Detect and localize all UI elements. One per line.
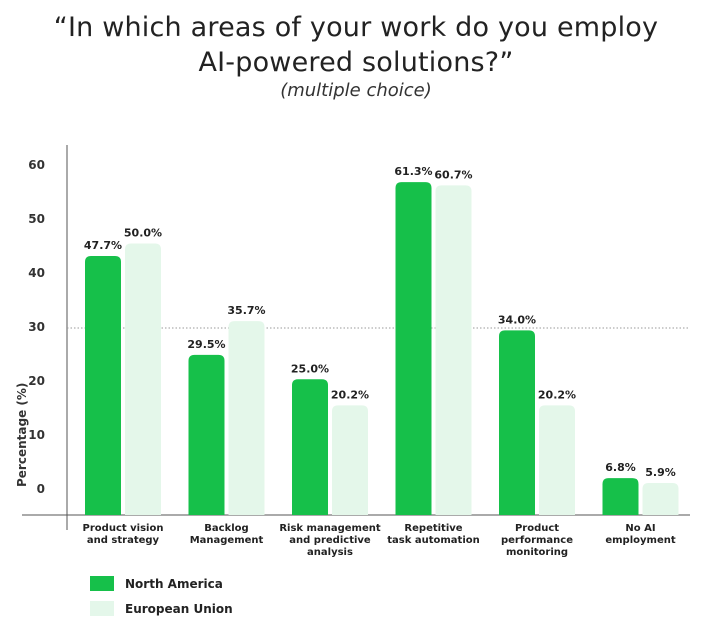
data-label: 35.7% [227,304,265,317]
data-label: 5.9% [645,466,676,479]
data-label: 29.5% [187,338,225,351]
x-category-label: employment [605,535,675,546]
bar-north-america [499,330,535,515]
bar-north-america [602,478,639,515]
bar-european-union [642,482,679,515]
bar-european-union [539,405,575,515]
x-category-label: Product [515,523,559,534]
legend-label: European Union [125,602,233,616]
x-category-label: analysis [307,547,353,558]
bar-european-union [332,405,368,515]
bar-north-america [292,379,328,515]
chart-title-line-1: “In which areas of your work do you empl… [53,12,659,43]
chart-subtitle: (multiple choice) [280,80,432,101]
data-label: 20.2% [538,388,576,401]
data-label: 25.0% [291,362,329,375]
y-tick-label: 50 [28,212,45,226]
data-label: 6.8% [605,461,636,474]
legend-swatch [90,601,114,616]
legend-label: North America [125,577,223,591]
bar-european-union [435,185,472,516]
data-label: 34.0% [498,313,536,326]
x-category-label: Repetitive [404,523,462,534]
y-tick-label: 10 [28,428,45,442]
x-category-label: monitoring [506,547,568,558]
chart-header: “In which areas of your work do you empl… [0,10,712,102]
data-label: 47.7% [84,239,122,252]
y-axis-label: Percentage (%) [15,383,29,487]
bar-european-union [125,243,161,515]
bar-north-america [395,182,432,516]
bar-north-america [188,354,225,515]
x-category-label: and predictive [289,535,371,546]
legend-swatch [90,576,114,591]
y-tick-label: 60 [28,158,45,172]
chart-title-line-2: AI-powered solutions?” [198,47,514,78]
x-category-label: Management [190,535,264,546]
x-category-label: task automation [387,535,480,546]
data-label: 61.3% [394,165,432,178]
x-category-label: performance [501,535,573,546]
data-label: 20.2% [331,388,369,401]
y-tick-label: 0 [37,482,45,496]
x-category-label: Backlog [204,523,248,534]
bar-european-union [228,321,265,515]
y-tick-label: 30 [28,320,45,334]
y-tick-label: 20 [28,374,45,388]
x-category-label: and strategy [87,535,160,546]
data-label: 60.7% [434,168,472,181]
x-category-label: Product vision [83,523,164,534]
x-category-label: No AI [625,523,655,534]
y-tick-label: 40 [28,266,45,280]
x-category-label: Risk management [279,523,381,534]
bar-north-america [85,255,121,515]
data-label: 50.0% [124,227,162,240]
